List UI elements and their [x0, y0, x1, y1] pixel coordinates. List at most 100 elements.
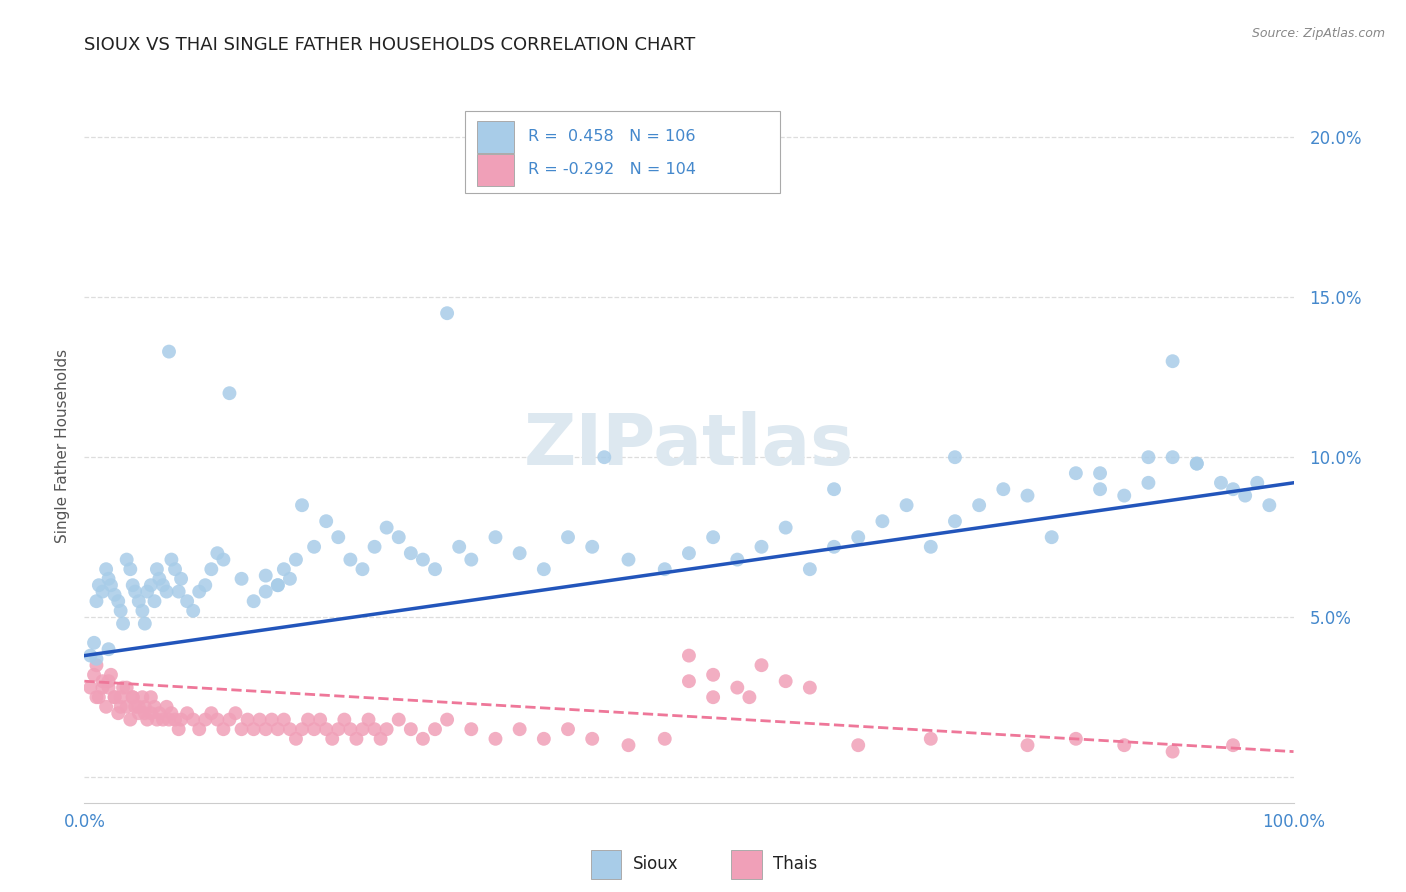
Point — [278, 722, 301, 736]
Point — [112, 616, 135, 631]
FancyBboxPatch shape — [465, 111, 779, 193]
Point — [702, 668, 724, 682]
Point — [107, 594, 129, 608]
Point — [124, 699, 146, 714]
Point — [291, 722, 314, 736]
Point — [1017, 489, 1039, 503]
Point — [1222, 738, 1244, 752]
Point — [920, 540, 942, 554]
Point — [163, 562, 186, 576]
Point — [315, 514, 337, 528]
Point — [121, 690, 143, 705]
Point — [273, 713, 295, 727]
Point — [449, 540, 471, 554]
Point — [557, 722, 579, 736]
Point — [581, 540, 603, 554]
Point — [533, 562, 555, 576]
Point — [484, 731, 506, 746]
Point — [131, 604, 153, 618]
Point — [97, 674, 120, 689]
Point — [1064, 466, 1087, 480]
Point — [207, 546, 229, 560]
Point — [139, 706, 162, 721]
Point — [212, 722, 235, 736]
Point — [1246, 475, 1268, 490]
Point — [97, 681, 120, 695]
Point — [557, 530, 579, 544]
Point — [134, 706, 156, 721]
Point — [97, 642, 120, 657]
Point — [86, 690, 108, 705]
Point — [131, 690, 153, 705]
Point — [87, 578, 110, 592]
Point — [91, 584, 114, 599]
Point — [725, 552, 748, 566]
Point — [128, 699, 150, 714]
Point — [231, 722, 253, 736]
Point — [188, 722, 211, 736]
Point — [315, 722, 337, 736]
Point — [139, 578, 162, 592]
Text: R =  0.458   N = 106: R = 0.458 N = 106 — [529, 129, 696, 145]
Point — [146, 562, 169, 576]
Point — [291, 498, 314, 512]
Point — [136, 584, 159, 599]
Point — [738, 690, 761, 705]
Point — [267, 722, 290, 736]
Point — [321, 731, 343, 746]
Point — [484, 530, 506, 544]
Point — [284, 731, 308, 746]
Point — [581, 731, 603, 746]
Point — [846, 530, 869, 544]
Point — [128, 706, 150, 721]
Point — [218, 713, 240, 727]
Point — [1258, 498, 1281, 512]
Text: Source: ZipAtlas.com: Source: ZipAtlas.com — [1251, 27, 1385, 40]
Point — [967, 498, 990, 512]
Point — [399, 722, 422, 736]
Point — [799, 562, 821, 576]
Point — [278, 572, 301, 586]
Point — [83, 636, 105, 650]
Point — [1209, 475, 1232, 490]
Point — [1185, 457, 1208, 471]
Point — [388, 530, 411, 544]
Point — [254, 722, 277, 736]
Point — [79, 681, 101, 695]
Point — [1040, 530, 1063, 544]
Point — [654, 562, 676, 576]
Y-axis label: Single Father Households: Single Father Households — [55, 349, 70, 543]
Point — [163, 713, 186, 727]
Point — [167, 584, 190, 599]
Point — [146, 713, 169, 727]
Point — [751, 540, 773, 554]
Point — [1088, 482, 1111, 496]
Point — [1161, 450, 1184, 465]
Bar — [478, 120, 513, 153]
Point — [148, 572, 170, 586]
Point — [993, 482, 1015, 496]
Point — [399, 546, 422, 560]
Point — [297, 713, 319, 727]
Point — [423, 562, 446, 576]
Point — [110, 604, 132, 618]
Point — [94, 699, 117, 714]
Point — [775, 520, 797, 534]
Point — [333, 713, 356, 727]
Point — [254, 568, 277, 582]
Point — [363, 540, 385, 554]
Point — [83, 668, 105, 682]
Point — [943, 450, 966, 465]
Point — [155, 584, 177, 599]
Point — [124, 584, 146, 599]
Point — [236, 713, 259, 727]
Point — [104, 690, 127, 705]
Point — [357, 713, 380, 727]
Point — [94, 562, 117, 576]
Point — [799, 681, 821, 695]
Point — [1088, 466, 1111, 480]
Point — [110, 699, 132, 714]
Text: ZIPatlas: ZIPatlas — [524, 411, 853, 481]
Point — [370, 731, 392, 746]
Point — [423, 722, 446, 736]
